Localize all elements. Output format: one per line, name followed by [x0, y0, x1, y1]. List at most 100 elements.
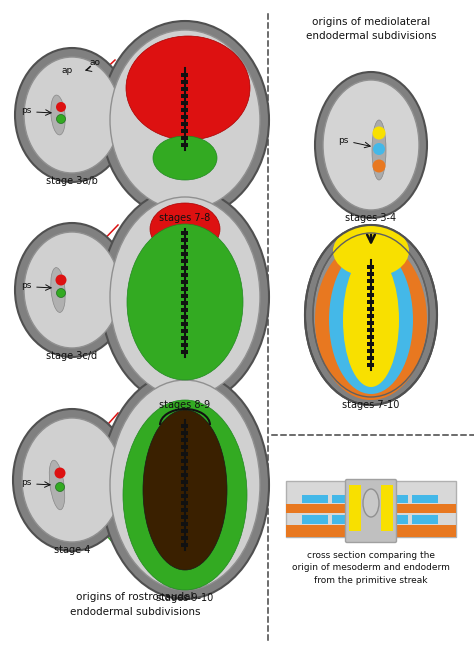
- Bar: [182, 115, 189, 119]
- Ellipse shape: [305, 225, 437, 405]
- Text: origins of rostrocaudal
endodermal subdivisions: origins of rostrocaudal endodermal subdi…: [70, 592, 200, 617]
- Ellipse shape: [101, 188, 269, 406]
- Bar: [182, 522, 189, 526]
- Bar: [182, 252, 189, 256]
- Bar: [182, 272, 189, 277]
- Ellipse shape: [150, 203, 220, 255]
- Text: origins of mediolateral
endodermal subdivisions: origins of mediolateral endodermal subdi…: [306, 17, 436, 41]
- Bar: [182, 479, 189, 484]
- Bar: [182, 321, 189, 326]
- Ellipse shape: [51, 268, 65, 312]
- Ellipse shape: [110, 197, 260, 397]
- Bar: [381, 485, 393, 531]
- Ellipse shape: [329, 246, 413, 394]
- Ellipse shape: [22, 418, 122, 542]
- Bar: [412, 515, 438, 524]
- Bar: [367, 362, 374, 367]
- Text: stages 8-9: stages 8-9: [159, 400, 210, 410]
- Bar: [332, 495, 358, 503]
- Bar: [367, 355, 374, 360]
- Bar: [182, 444, 189, 449]
- Bar: [182, 535, 189, 540]
- Ellipse shape: [56, 102, 66, 112]
- Ellipse shape: [373, 126, 385, 139]
- Ellipse shape: [315, 72, 427, 218]
- Ellipse shape: [24, 232, 120, 348]
- Bar: [367, 335, 374, 339]
- Bar: [182, 308, 189, 312]
- Bar: [182, 501, 189, 505]
- Text: ap: ap: [62, 66, 73, 75]
- FancyBboxPatch shape: [346, 479, 396, 542]
- Ellipse shape: [24, 57, 120, 173]
- Bar: [182, 528, 189, 533]
- Ellipse shape: [56, 115, 65, 123]
- Ellipse shape: [15, 48, 129, 182]
- Bar: [367, 286, 374, 290]
- Bar: [182, 135, 189, 140]
- Ellipse shape: [51, 95, 65, 135]
- Text: ps: ps: [22, 478, 32, 487]
- Ellipse shape: [363, 489, 379, 517]
- Bar: [382, 495, 408, 503]
- Ellipse shape: [13, 409, 131, 551]
- Bar: [182, 86, 189, 91]
- Ellipse shape: [49, 461, 65, 510]
- Bar: [367, 313, 374, 318]
- Bar: [182, 459, 189, 463]
- Bar: [367, 299, 374, 304]
- Bar: [286, 481, 456, 537]
- Bar: [182, 451, 189, 456]
- Bar: [302, 515, 328, 524]
- Bar: [182, 430, 189, 435]
- Bar: [182, 342, 189, 347]
- Bar: [182, 424, 189, 428]
- Bar: [367, 279, 374, 283]
- Ellipse shape: [126, 36, 250, 140]
- Ellipse shape: [127, 224, 243, 380]
- Ellipse shape: [101, 21, 269, 219]
- Bar: [182, 437, 189, 442]
- Ellipse shape: [143, 410, 227, 570]
- Bar: [182, 279, 189, 284]
- Ellipse shape: [55, 275, 66, 286]
- Text: ps: ps: [22, 281, 32, 290]
- Bar: [182, 259, 189, 263]
- Bar: [182, 143, 189, 147]
- Bar: [367, 348, 374, 353]
- Bar: [182, 301, 189, 305]
- Bar: [182, 101, 189, 105]
- Text: stages 7-8: stages 7-8: [159, 213, 210, 223]
- Bar: [182, 473, 189, 477]
- Bar: [302, 495, 328, 503]
- Bar: [182, 335, 189, 340]
- Bar: [367, 321, 374, 325]
- Text: ps: ps: [338, 136, 349, 145]
- Ellipse shape: [55, 468, 65, 479]
- Ellipse shape: [55, 482, 64, 491]
- Ellipse shape: [123, 400, 247, 590]
- Bar: [182, 94, 189, 98]
- Ellipse shape: [313, 233, 429, 397]
- Bar: [286, 525, 456, 537]
- Ellipse shape: [315, 240, 427, 400]
- Bar: [182, 315, 189, 319]
- Text: stage 3c/d: stage 3c/d: [46, 351, 98, 361]
- Bar: [182, 266, 189, 270]
- Bar: [182, 286, 189, 291]
- Ellipse shape: [373, 159, 385, 172]
- Bar: [182, 79, 189, 84]
- Ellipse shape: [153, 136, 217, 180]
- Bar: [182, 486, 189, 491]
- Ellipse shape: [56, 288, 65, 297]
- Text: ao: ao: [90, 58, 101, 67]
- Bar: [367, 306, 374, 311]
- Ellipse shape: [323, 80, 419, 210]
- Bar: [182, 493, 189, 498]
- Bar: [182, 230, 189, 235]
- Bar: [349, 485, 361, 531]
- Bar: [182, 542, 189, 547]
- Bar: [367, 272, 374, 276]
- Bar: [182, 72, 189, 77]
- Bar: [382, 515, 408, 524]
